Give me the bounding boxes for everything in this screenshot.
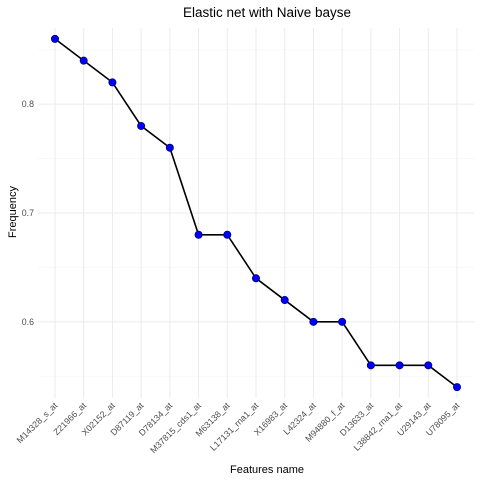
series-points-group: [51, 34, 461, 392]
x-tick-label: M14328_s_at: [15, 400, 60, 445]
x-axis-ticks: M14328_s_atZ21966_atX02152_atD87119_atD7…: [15, 400, 462, 455]
data-point: [395, 361, 404, 370]
chart-title: Elastic net with Naive bayse: [183, 5, 351, 20]
data-point: [194, 230, 203, 239]
data-point: [309, 317, 318, 326]
y-tick-label: 0.6: [22, 317, 34, 327]
y-tick-label: 0.8: [22, 99, 34, 109]
data-point: [338, 317, 347, 326]
data-point: [280, 296, 289, 305]
data-point: [137, 121, 146, 130]
data-point: [165, 143, 174, 152]
grid-lines: [38, 28, 474, 398]
x-tick-label: M37815_cds1_at: [148, 400, 203, 455]
data-point: [51, 34, 60, 43]
x-axis-title: Features name: [230, 464, 304, 476]
data-point: [108, 78, 117, 87]
data-point: [223, 230, 232, 239]
data-point: [366, 361, 375, 370]
data-point: [79, 56, 88, 65]
data-point: [452, 383, 461, 392]
y-axis-title: Frequency: [7, 186, 19, 238]
data-point: [251, 274, 260, 283]
y-axis-ticks: 0.6 0.7 0.8: [22, 99, 34, 327]
y-tick-label: 0.7: [22, 208, 34, 218]
data-point: [424, 361, 433, 370]
